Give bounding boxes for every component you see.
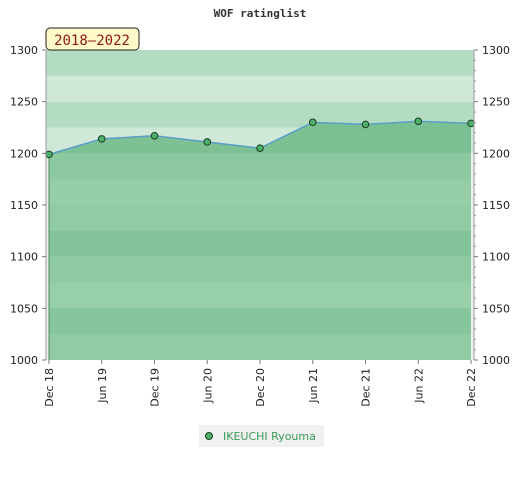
area-stripe (49, 334, 471, 360)
y-tick-label: 1250 (10, 96, 38, 109)
y-tick-label: 1050 (10, 302, 38, 315)
area-fill (49, 121, 471, 360)
x-tick-label: Dec 18 (43, 368, 56, 407)
area-stripe (49, 179, 471, 205)
rating-area (49, 121, 471, 360)
y-tick-label: 1200 (10, 147, 38, 160)
data-point[interactable] (150, 131, 159, 140)
rating-markers (45, 117, 475, 159)
area-stripe (49, 230, 471, 257)
y-tick-label: 1300 (10, 44, 38, 57)
x-tick-label: Jun 20 (201, 368, 214, 404)
y-tick-label: 1300 (482, 44, 510, 57)
legend[interactable]: IKEUCHI Ryouma (199, 425, 324, 447)
period-badge-box (45, 27, 140, 51)
right-y-axis: 1000 1050 1100 1150 1200 1250 1300 (474, 44, 510, 367)
legend-series-label: IKEUCHI Ryouma (223, 430, 316, 443)
data-point[interactable] (45, 150, 53, 159)
data-point[interactable] (97, 135, 106, 143)
left-y-axis: 1000 1050 1100 1150 1200 1250 1300 (10, 44, 46, 367)
y-tick-label: 1200 (482, 147, 510, 160)
y-tick-label: 1250 (482, 96, 510, 109)
period-badge: 2018–2022 (45, 27, 140, 51)
data-point[interactable] (308, 118, 317, 127)
x-axis: Dec 18 Jun 19 Dec 19 Jun 20 Dec 20 Jun 21 Dec … (43, 360, 478, 407)
y-tick-label: 1150 (10, 199, 38, 212)
x-tick-label: Dec 20 (254, 368, 267, 407)
background-band (46, 75, 474, 102)
legend-marker-icon (205, 432, 213, 440)
area-stripe (49, 256, 471, 283)
background-band (46, 50, 474, 76)
x-tick-label: Dec 22 (465, 368, 478, 407)
legend-box (199, 425, 324, 447)
y-tick-label: 1050 (482, 302, 510, 315)
y-tick-label: 1000 (10, 354, 38, 367)
y-tick-label: 1000 (482, 354, 510, 367)
data-point[interactable] (414, 117, 423, 126)
period-badge-text: 2018–2022 (54, 33, 130, 49)
y-tick-label: 1150 (482, 199, 510, 212)
data-point[interactable] (203, 138, 212, 146)
y-tick-label: 1100 (10, 251, 38, 264)
data-point[interactable] (361, 120, 370, 129)
area-stripe (49, 205, 471, 231)
y-tick-label: 1100 (482, 251, 510, 264)
data-point[interactable] (467, 119, 475, 128)
data-point[interactable] (256, 144, 264, 152)
x-tick-label: Jun 19 (96, 368, 109, 404)
area-stripe (49, 308, 471, 335)
area-stripe (49, 282, 471, 309)
x-tick-label: Jun 21 (307, 368, 320, 404)
area-stripe (49, 153, 471, 180)
x-tick-label: Dec 21 (360, 368, 373, 407)
x-tick-label: Jun 22 (412, 368, 425, 404)
chart-title: WOF ratinglist (214, 7, 307, 20)
x-tick-label: Dec 19 (149, 368, 162, 407)
